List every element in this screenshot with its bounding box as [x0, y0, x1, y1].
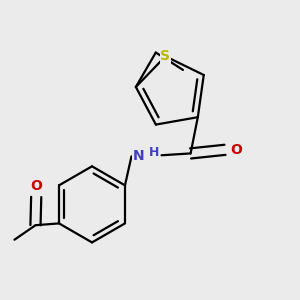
Text: H: H	[148, 146, 159, 159]
Text: O: O	[30, 179, 42, 193]
Text: N: N	[133, 149, 145, 163]
Text: O: O	[230, 143, 242, 157]
Text: S: S	[160, 49, 170, 63]
